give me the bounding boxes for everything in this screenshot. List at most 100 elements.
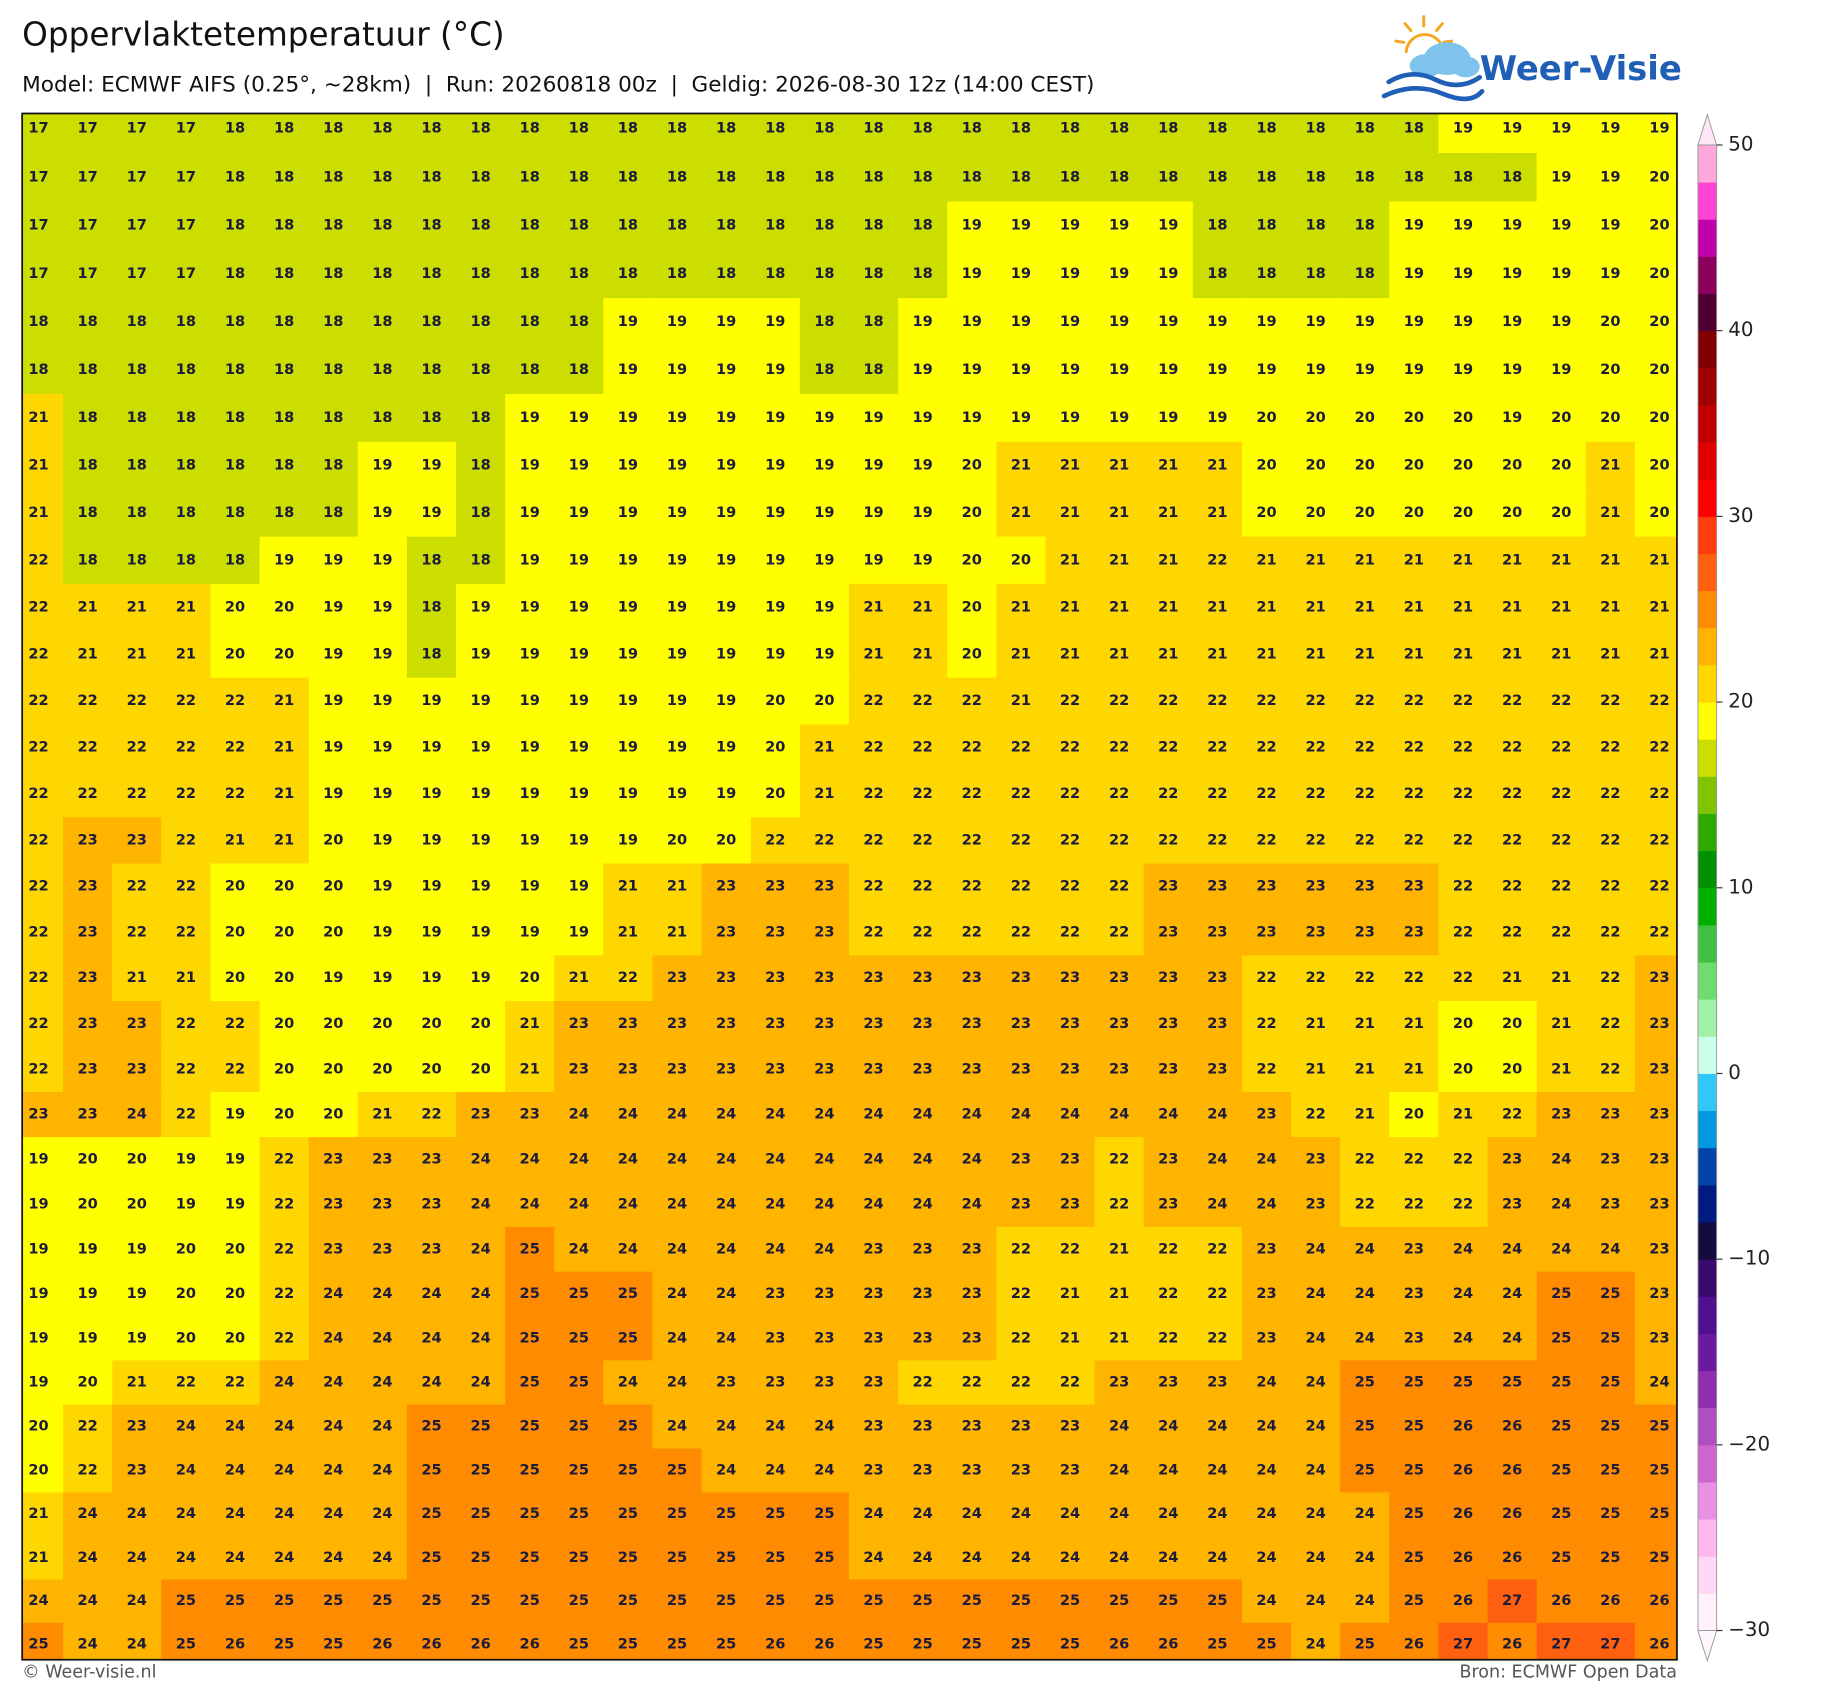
temperature-cell — [947, 1226, 998, 1273]
temperature-cell — [1487, 1091, 1538, 1138]
temperature-value: 24 — [372, 1285, 392, 1302]
temperature-value: 23 — [1649, 1285, 1669, 1302]
temperature-cell — [259, 1091, 310, 1138]
temperature-cell — [1340, 1271, 1390, 1317]
temperature-value: 22 — [1158, 692, 1178, 709]
temperature-value: 21 — [1404, 645, 1424, 662]
temperature-cell — [947, 1001, 998, 1048]
temperature-value: 18 — [520, 361, 540, 378]
temperature-value: 24 — [1551, 1196, 1571, 1213]
temperature-cell — [1487, 909, 1538, 957]
temperature-cell — [1487, 677, 1538, 726]
temperature-value: 23 — [716, 1015, 736, 1032]
temperature-cell — [456, 1360, 506, 1406]
temperature-value: 18 — [225, 504, 245, 521]
temperature-value: 22 — [28, 692, 48, 709]
temperature-cell — [1094, 113, 1145, 154]
temperature-value: 18 — [127, 457, 147, 474]
temperature-value: 18 — [372, 265, 392, 282]
temperature-value: 22 — [1060, 878, 1080, 895]
temperature-cell — [652, 1492, 703, 1537]
temperature-cell — [1241, 724, 1292, 772]
colorbar-segment — [1697, 293, 1717, 332]
temperature-value: 19 — [667, 645, 687, 662]
temperature-value: 22 — [1011, 878, 1031, 895]
temperature-value: 21 — [1600, 551, 1620, 568]
temperature-cell — [652, 441, 703, 490]
temperature-value: 17 — [77, 120, 97, 137]
temperature-value: 22 — [176, 739, 196, 756]
temperature-value: 19 — [618, 598, 638, 615]
temperature-cell — [505, 1001, 555, 1048]
temperature-cell — [1241, 1622, 1292, 1660]
colorbar-segment — [1697, 1296, 1717, 1334]
temperature-cell — [1094, 1448, 1145, 1494]
temperature-value: 25 — [667, 1462, 687, 1479]
temperature-value: 24 — [127, 1549, 147, 1566]
temperature-cell — [357, 770, 408, 819]
temperature-value: 22 — [176, 831, 196, 848]
temperature-value: 24 — [1305, 1418, 1325, 1435]
temperature-value: 24 — [421, 1329, 441, 1346]
temperature-value: 19 — [1158, 217, 1178, 234]
temperature-cell — [1340, 249, 1390, 299]
temperature-value: 19 — [913, 409, 933, 426]
temperature-cell — [22, 1091, 64, 1138]
temperature-value: 19 — [470, 831, 490, 848]
temperature-value: 19 — [1109, 265, 1129, 282]
temperature-cell — [112, 1536, 163, 1581]
temperature-cell — [456, 1404, 506, 1450]
temperature-cell — [1192, 249, 1243, 299]
temperature-value: 19 — [127, 1329, 147, 1346]
temperature-cell — [308, 724, 359, 772]
temperature-value: 24 — [1158, 1549, 1178, 1566]
temperature-cell — [22, 489, 64, 538]
temperature-value: 18 — [1305, 265, 1325, 282]
temperature-cell — [603, 346, 654, 395]
temperature-cell — [799, 201, 850, 251]
temperature-value: 25 — [569, 1374, 589, 1391]
temperature-value: 19 — [1502, 265, 1522, 282]
colorbar-tick-label: −20 — [1728, 1432, 1770, 1455]
temperature-value: 24 — [1011, 1505, 1031, 1522]
temperature-value: 22 — [1600, 878, 1620, 895]
temperature-cell — [112, 536, 163, 585]
temperature-cell — [112, 1579, 163, 1624]
temperature-cell — [1291, 1182, 1341, 1228]
temperature-value: 22 — [1256, 739, 1276, 756]
temperature-value: 22 — [28, 923, 48, 940]
temperature-cell — [1045, 677, 1096, 726]
temperature-value: 21 — [1158, 457, 1178, 474]
temperature-cell — [701, 1579, 752, 1624]
temperature-cell — [357, 1226, 408, 1273]
temperature-cell — [357, 201, 408, 251]
temperature-value: 19 — [913, 504, 933, 521]
temperature-cell — [1438, 1622, 1489, 1660]
temperature-cell — [259, 817, 310, 865]
temperature-value: 22 — [1355, 1151, 1375, 1168]
temperature-value: 24 — [225, 1462, 245, 1479]
temperature-value: 21 — [1551, 645, 1571, 662]
temperature-value: 19 — [323, 598, 343, 615]
temperature-cell — [22, 201, 64, 251]
temperature-cell — [1241, 1271, 1292, 1317]
temperature-cell — [63, 1046, 113, 1093]
temperature-cell — [1291, 1271, 1341, 1317]
temperature-value: 21 — [1109, 457, 1129, 474]
temperature-cell — [1438, 1001, 1489, 1048]
temperature-value: 25 — [667, 1592, 687, 1609]
temperature-cell — [406, 677, 457, 726]
temperature-cell — [406, 441, 457, 490]
temperature-cell — [1634, 394, 1677, 443]
temperature-value: 25 — [520, 1418, 540, 1435]
temperature-value: 18 — [470, 504, 490, 521]
temperature-cell — [799, 1360, 850, 1406]
temperature-cell — [210, 249, 261, 299]
temperature-cell — [1241, 955, 1292, 1002]
temperature-cell — [898, 1360, 948, 1406]
temperature-value: 25 — [1600, 1462, 1620, 1479]
temperature-value: 19 — [470, 923, 490, 940]
temperature-value: 23 — [1060, 1462, 1080, 1479]
temperature-value: 19 — [1109, 313, 1129, 330]
temperature-cell — [63, 346, 113, 395]
